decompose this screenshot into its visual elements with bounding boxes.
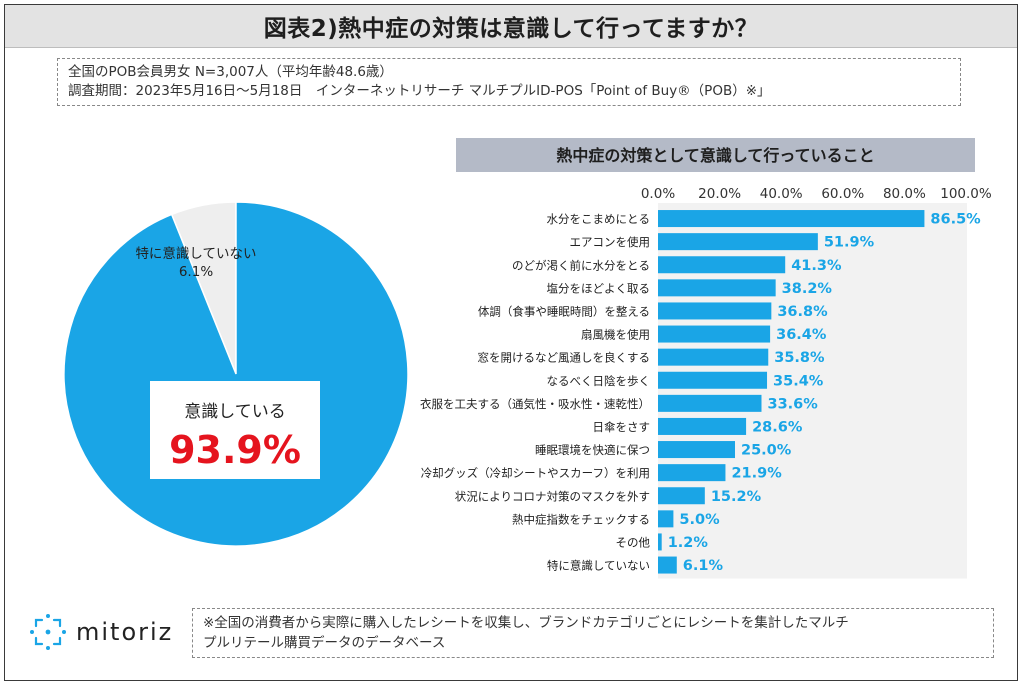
bar: [658, 302, 772, 320]
pie-chart: 特に意識していない 6.1% 意識している 93.9%: [63, 201, 409, 547]
y-category-label: なるべく日陰を歩く: [547, 374, 651, 388]
bar-value-label: 21.9%: [731, 466, 782, 482]
bar-value-label: 25.0%: [741, 443, 792, 459]
bar-value-label: 1.2%: [668, 535, 709, 551]
bar-value-label: 86.5%: [930, 212, 981, 228]
pie-value-not-conscious: 6.1%: [179, 264, 213, 280]
bar: [658, 210, 925, 228]
y-category-label: 窓を開けるなど風通しを良くする: [478, 351, 651, 365]
x-tick-label: 80.0%: [883, 186, 926, 202]
bar-chart-header-bg: [456, 138, 975, 172]
pie-label-conscious: 意識している: [184, 402, 286, 422]
bar-value-label: 36.8%: [777, 304, 828, 320]
mitoriz-logo-icon: [30, 614, 66, 650]
survey-info-line-2: 調査期間：2023年5月16日～5月18日 インターネットリサーチ マルチプルI…: [68, 83, 771, 99]
y-category-label: 状況によりコロナ対策のマスクを外す: [455, 489, 650, 503]
y-category-label: エアコンを使用: [570, 235, 651, 249]
y-category-label: 日傘をさす: [593, 420, 651, 434]
y-category-label: のどが渇く前に水分をとる: [512, 258, 650, 272]
pie-label-not-conscious: 特に意識していない: [135, 245, 256, 262]
bar-value-label: 36.4%: [776, 327, 827, 343]
bar-value-label: 38.2%: [782, 281, 833, 297]
y-category-label: 熱中症指数をチェックする: [512, 512, 650, 526]
bar: [658, 417, 747, 435]
y-category-label: その他: [616, 535, 651, 549]
bar-chart-title: 熱中症の対策として意識して行っていること: [556, 146, 874, 165]
y-category-label: 特に意識していない: [547, 559, 650, 573]
x-tick-label: 0.0%: [641, 186, 675, 202]
pie-value-conscious: 93.9%: [169, 428, 301, 472]
bar-value-label: 28.6%: [752, 419, 803, 435]
survey-info-line-1: 全国のPOB会員男女 N=3,007人（平均年齢48.6歳）: [68, 64, 393, 80]
y-category-label: 水分をこまめにとる: [547, 212, 651, 226]
logo-wordmark: mitoriz: [76, 618, 174, 646]
bar: [658, 325, 771, 343]
y-category-label: 扇風機を使用: [581, 328, 650, 342]
bar: [658, 510, 674, 528]
bar-value-label: 5.0%: [679, 512, 720, 528]
bar-value-label: 6.1%: [683, 558, 724, 574]
footnote-line-2: プルリテール購買データのデータベース: [203, 635, 446, 651]
bar: [658, 441, 735, 459]
x-tick-label: 100.0%: [940, 186, 992, 202]
footnote-box: ※全国の消費者から実際に購入したレシートを収集し、ブランドカテゴリごとにレシート…: [192, 608, 994, 658]
figure-title: 図表2)熱中症の対策は意識して行ってますか？: [5, 5, 1017, 48]
footnote-line-1: ※全国の消費者から実際に購入したレシートを収集し、ブランドカテゴリごとにレシート…: [203, 615, 849, 631]
bar: [658, 279, 776, 297]
bar: [658, 233, 818, 251]
x-tick-label: 40.0%: [760, 186, 803, 202]
bar-value-label: 51.9%: [824, 235, 875, 251]
bar: [658, 556, 677, 574]
bar: [658, 464, 726, 482]
bar: [658, 533, 662, 551]
x-tick-label: 20.0%: [698, 186, 741, 202]
survey-info-box: 全国のPOB会員男女 N=3,007人（平均年齢48.6歳） 調査期間：2023…: [57, 58, 961, 106]
bar-value-label: 33.6%: [767, 396, 818, 412]
bar: [658, 348, 769, 366]
bar-value-label: 15.2%: [711, 489, 762, 505]
mitoriz-logo: mitoriz: [28, 612, 173, 652]
bar: [658, 256, 786, 274]
x-tick-label: 60.0%: [821, 186, 864, 202]
bar: [658, 394, 762, 412]
y-category-label: 冷却グッズ（冷却シートやスカーフ）を利用: [421, 466, 650, 480]
bar: [658, 371, 768, 389]
y-category-label: 睡眠環境を快適に保つ: [535, 443, 650, 457]
bar: [658, 487, 705, 505]
bar-value-label: 35.8%: [774, 350, 825, 366]
y-category-label: 塩分をほどよく取る: [547, 281, 651, 295]
y-category-label: 体調（食事や睡眠時間）を整える: [478, 304, 650, 318]
y-category-label: 衣服を工夫する（通気性・吸水性・速乾性）: [420, 397, 650, 411]
bar-chart: 熱中症の対策として意識して行っていること 0.0% 20.0% 40.0% 60.0% 8…: [420, 138, 992, 579]
pie-callout-box: [150, 381, 320, 479]
figure-frame: 図表2)熱中症の対策は意識して行ってますか？: [4, 4, 1018, 681]
bar-value-label: 35.4%: [773, 373, 824, 389]
bar-value-label: 41.3%: [791, 258, 842, 274]
